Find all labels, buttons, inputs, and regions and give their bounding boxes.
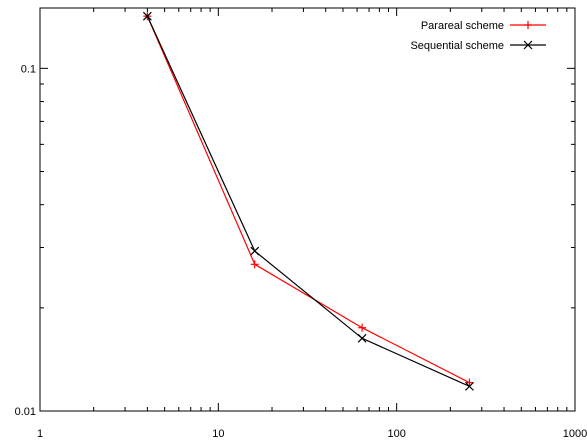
y-tick-label: 0.1 <box>21 63 36 75</box>
x-tick-label: 1 <box>37 428 43 440</box>
series-line-sequential-scheme <box>146 15 470 387</box>
legend-label-parareal-scheme: Parareal scheme <box>421 20 504 32</box>
series-line-parareal-scheme <box>146 15 470 384</box>
data-point-parareal-scheme <box>465 378 474 387</box>
legend-label-sequential-scheme: Sequential scheme <box>410 40 504 52</box>
legend-marker-sequential-scheme <box>523 40 533 50</box>
data-point-sequential-scheme <box>250 246 260 256</box>
x-tick-label: 100 <box>387 428 405 440</box>
data-point-parareal-scheme <box>250 260 259 269</box>
ticks-layer: 1 10 100 1000 0.01 0.1 <box>15 8 587 440</box>
x-tick-label: 1000 <box>563 428 587 440</box>
data-point-sequential-scheme <box>357 333 367 343</box>
data-point-sequential-scheme <box>465 381 474 391</box>
x-tick-label: 10 <box>212 428 224 440</box>
data-point-sequential-scheme <box>142 11 152 21</box>
y-tick-label: 0.01 <box>15 406 36 418</box>
legend-marker-parareal-scheme <box>524 21 532 29</box>
data-point-parareal-scheme <box>358 323 367 332</box>
plot-frame <box>39 7 576 412</box>
series-layer <box>142 11 474 391</box>
legend: Parareal scheme Sequential scheme <box>410 20 546 52</box>
